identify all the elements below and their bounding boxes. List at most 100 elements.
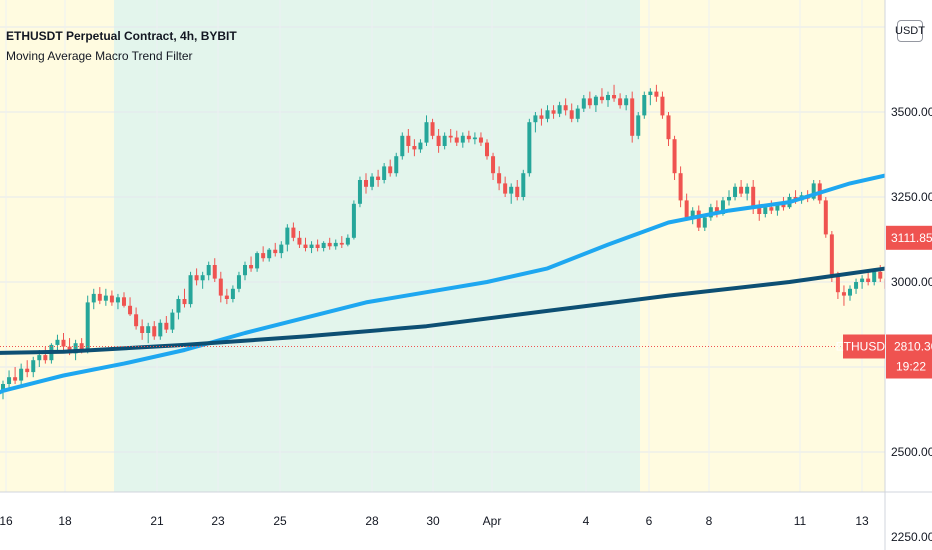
candle-body <box>848 288 852 296</box>
candle-body <box>521 173 526 197</box>
candle-body <box>339 242 344 245</box>
candle-body <box>297 237 302 245</box>
candle-body <box>122 297 126 306</box>
candle-body <box>454 137 459 143</box>
candle-body <box>557 105 562 114</box>
y-tick-label: 3500.00 <box>891 105 932 119</box>
candle-body <box>140 326 145 333</box>
candle-body <box>345 237 350 245</box>
y-tick-label: 3250.00 <box>891 190 932 204</box>
candle-body <box>575 108 580 119</box>
x-tick-label: 30 <box>426 514 440 528</box>
time-axis-background <box>0 492 932 550</box>
candle-body <box>684 200 689 218</box>
candle-body <box>696 210 701 228</box>
candle-body <box>878 271 883 279</box>
candle-body <box>31 360 36 373</box>
candle-body <box>551 110 556 114</box>
x-tick-label: 13 <box>855 514 869 528</box>
candle-body <box>666 115 671 140</box>
candle-body <box>630 98 635 136</box>
candle-body <box>236 275 241 289</box>
candle-body <box>612 95 617 99</box>
candle-body <box>811 183 816 199</box>
candle-body <box>436 135 441 146</box>
candle-body <box>745 186 750 194</box>
x-tick-label: Apr <box>483 514 502 528</box>
candle-body <box>97 293 102 301</box>
candle-body <box>273 249 278 254</box>
candle-body <box>230 288 235 299</box>
candle-body <box>757 207 762 214</box>
trend-zone-bearish <box>0 0 114 492</box>
candle-body <box>587 98 592 106</box>
x-tick-label: 16 <box>0 514 13 528</box>
candle-body <box>279 244 284 254</box>
candle-body <box>115 297 120 303</box>
candle-body <box>224 295 229 299</box>
candle-body <box>430 122 435 136</box>
symbol-tag <box>843 334 885 359</box>
candle-body <box>218 278 223 296</box>
candle-body <box>255 253 260 269</box>
candle-body <box>872 271 877 282</box>
candle-body <box>61 339 66 347</box>
symbol-tag-label: ETHUSDT <box>836 339 893 353</box>
candle-body <box>103 295 108 301</box>
candle-body <box>854 282 859 289</box>
candle-body <box>1 384 5 391</box>
candle-body <box>733 186 738 197</box>
candle-body <box>261 253 266 259</box>
candle-body <box>491 156 496 174</box>
candle-body <box>315 244 320 248</box>
candle-body <box>285 227 290 245</box>
candle-body <box>714 207 719 214</box>
x-tick-label: 25 <box>273 514 287 528</box>
candle-body <box>25 368 30 373</box>
candle-body <box>485 142 489 157</box>
candle-body <box>170 312 175 330</box>
candle-body <box>606 95 610 101</box>
currency-button[interactable]: USDT <box>895 20 925 42</box>
candle-body <box>212 265 217 279</box>
candle-body <box>351 203 356 238</box>
candle-body <box>152 326 157 337</box>
candle-body <box>466 135 471 140</box>
candle-body <box>182 299 187 305</box>
candle-body <box>448 135 453 138</box>
candle-body <box>357 180 362 204</box>
candle-body <box>7 377 12 384</box>
last-price-value: 2810.30 <box>894 339 932 353</box>
y-tick-label: 2500.00 <box>891 445 932 459</box>
candle-body <box>472 137 477 140</box>
candle-body <box>702 217 707 228</box>
x-tick-label: 8 <box>706 514 713 528</box>
x-tick-label: 4 <box>583 514 590 528</box>
candle-body <box>37 355 42 361</box>
candle-body <box>563 105 568 111</box>
candle-body <box>727 197 731 201</box>
candle-body <box>442 135 447 146</box>
candle-body <box>781 203 786 208</box>
x-tick-label: 6 <box>646 514 653 528</box>
candle-body <box>382 166 387 180</box>
slow-ma-line <box>0 260 932 355</box>
candle-body <box>545 110 550 119</box>
candle-body <box>769 207 774 211</box>
candle-body <box>654 91 659 97</box>
candle-body <box>406 135 411 146</box>
candle-body <box>418 142 423 150</box>
candle-body <box>164 322 169 330</box>
candle-body <box>823 200 828 235</box>
candle-body <box>13 377 18 381</box>
candle-body <box>835 275 840 293</box>
candle-body <box>690 210 695 218</box>
candle-body <box>267 249 272 259</box>
candle-body <box>539 115 544 119</box>
candle-body <box>370 176 375 187</box>
ma-price-tag-label: 3111.85 <box>891 231 932 245</box>
candle-body <box>333 242 338 247</box>
candle-body <box>569 110 574 119</box>
